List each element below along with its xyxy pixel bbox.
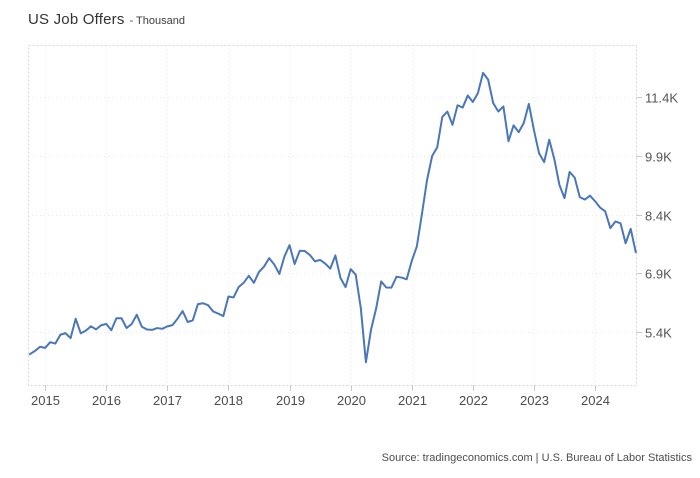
plot-border — [28, 45, 637, 386]
x-axis-label: 2020 — [337, 393, 366, 408]
y-axis-label: 9.9K — [645, 149, 672, 164]
x-axis-label: 2017 — [153, 393, 182, 408]
chart-title: US Job Offers - Thousand — [28, 11, 185, 29]
x-axis-label: 2021 — [398, 393, 427, 408]
y-axis-label: 8.4K — [645, 208, 672, 223]
chart-title-text: US Job Offers — [28, 11, 125, 28]
x-axis-label: 2016 — [92, 393, 121, 408]
x-axis-label: 2015 — [31, 393, 60, 408]
x-axis-label: 2018 — [214, 393, 243, 408]
x-axis-label: 2024 — [581, 393, 610, 408]
source-attribution: Source: tradingeconomics.com | U.S. Bure… — [381, 452, 692, 464]
job-offers-line-series — [28, 71, 637, 364]
x-axis-label: 2023 — [520, 393, 549, 408]
y-axis-label: 11.4K — [645, 90, 679, 105]
y-axis-label: 6.9K — [645, 266, 672, 281]
x-axis-label: 2022 — [459, 393, 488, 408]
chart-unit-label: - Thousand — [129, 15, 185, 27]
y-axis-label: 5.4K — [645, 325, 672, 340]
x-axis-label: 2019 — [276, 393, 305, 408]
